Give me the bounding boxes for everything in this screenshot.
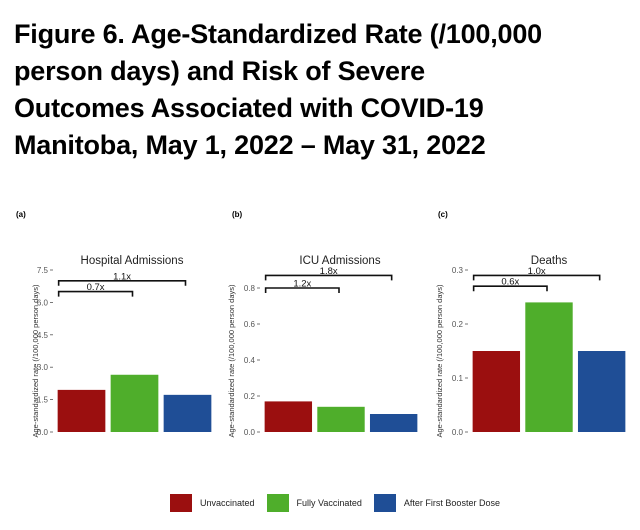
panel-3-letter: (c) <box>438 210 448 219</box>
legend-label-fully-vaccinated: Fully Vaccinated <box>296 498 362 508</box>
panel-2-letter: (b) <box>232 210 243 219</box>
panel-3-bar-booster <box>577 351 626 432</box>
charts-canvas: (a) Hospital Admissions 0.0 1.5 3.0 4.5 6.0 7.5… <box>16 210 626 438</box>
legend-item-fully-vaccinated: Fully Vaccinated <box>266 494 362 512</box>
panel-1-ytick-label-2: 3.0 <box>37 363 49 372</box>
panel-3-bracket-label-0: 1.0x <box>528 266 546 277</box>
panel-3-ytick-label-0: 0.0 <box>452 428 464 437</box>
panel-2-bracket-0 <box>264 274 393 281</box>
panel-2-bracket-1 <box>264 287 340 293</box>
panel-2-bar-fully-vaccinated <box>317 406 365 432</box>
panel-2-ytick-label-3: 0.6 <box>244 320 256 329</box>
panel-1-bracket-label-1: 0.7x <box>87 282 105 293</box>
panel-1-ylabel: Age-standardized rate (/100,000 person d… <box>31 284 40 438</box>
panel-2-ytick-label-4: 0.8 <box>244 284 256 293</box>
panel-3-ytick-label-1: 0.1 <box>452 374 464 383</box>
panel-3-bracket-label-1: 0.6x <box>501 277 519 288</box>
legend-label-unvaccinated: Unvaccinated <box>200 498 255 508</box>
title-line-2: person days) and Risk of Severe <box>14 56 425 86</box>
panel-2-ytick-label-2: 0.4 <box>244 356 256 365</box>
panel-3-ytick-label-2: 0.2 <box>452 320 464 329</box>
panel-3-ylabel: Age-standardized rate (/100,000 person d… <box>435 284 444 438</box>
panel-1-ytick-label-1: 1.5 <box>37 396 49 405</box>
panel-1-bracket-1 <box>57 290 134 297</box>
panel-2-bracket-label-0: 1.8x <box>320 266 338 277</box>
panel-1-letter: (a) <box>16 210 26 219</box>
panel-3-bracket-1 <box>472 285 548 292</box>
title-line-1: Figure 6. Age-Standardized Rate (/100,00… <box>14 19 542 49</box>
title-line-3: Outcomes Associated with COVID-19 <box>14 93 484 123</box>
legend: Unvaccinated Fully Vaccinated After Firs… <box>170 494 512 512</box>
legend-swatch-booster <box>373 494 396 512</box>
panel-3-title: Deaths <box>531 255 568 267</box>
panel-2-ylabel: Age-standardized rate (/100,000 person d… <box>227 284 236 438</box>
panel-1-ytick-label-5: 7.5 <box>37 266 49 275</box>
panel-2-bar-unvaccinated <box>264 401 313 432</box>
panel-1-ytick-label-0: 0.0 <box>37 428 49 437</box>
panel-2-title: ICU Admissions <box>299 255 380 267</box>
panel-1-ytick-label-3: 4.5 <box>37 331 49 340</box>
title-line-4: Manitoba, May 1, 2022 – May 31, 2022 <box>14 130 486 160</box>
panel-3-bar-unvaccinated <box>472 351 521 432</box>
legend-swatch-unvaccinated <box>170 494 192 512</box>
figure-title: Figure 6. Age-Standardized Rate (/100,00… <box>14 16 634 164</box>
panel-2-ytick-label-1: 0.2 <box>244 392 256 401</box>
panel-1-title: Hospital Admissions <box>81 255 184 267</box>
panel-3-bar-fully-vaccinated <box>525 302 573 432</box>
panel-3-bracket-0 <box>472 274 601 281</box>
legend-item-booster: After First Booster Dose <box>373 494 500 512</box>
panel-1-bar-fully-vaccinated <box>110 374 159 432</box>
panel-1-bracket-label-0: 1.1x <box>113 271 131 282</box>
legend-item-unvaccinated: Unvaccinated <box>170 494 255 512</box>
panel-1-bar-unvaccinated <box>57 389 106 432</box>
panel-2-bar-booster <box>369 414 418 432</box>
legend-label-booster: After First Booster Dose <box>403 498 500 508</box>
panel-1-ytick-label-4: 6.0 <box>37 298 49 307</box>
panel-2-ytick-label-0: 0.0 <box>244 428 256 437</box>
legend-swatch-fully-vaccinated <box>266 494 289 512</box>
panel-2-bracket-label-1: 1.2x <box>293 279 311 290</box>
panel-1-bar-booster <box>163 394 212 432</box>
panel-1-bracket-0 <box>57 280 187 286</box>
panel-3-ytick-label-3: 0.3 <box>452 266 464 275</box>
